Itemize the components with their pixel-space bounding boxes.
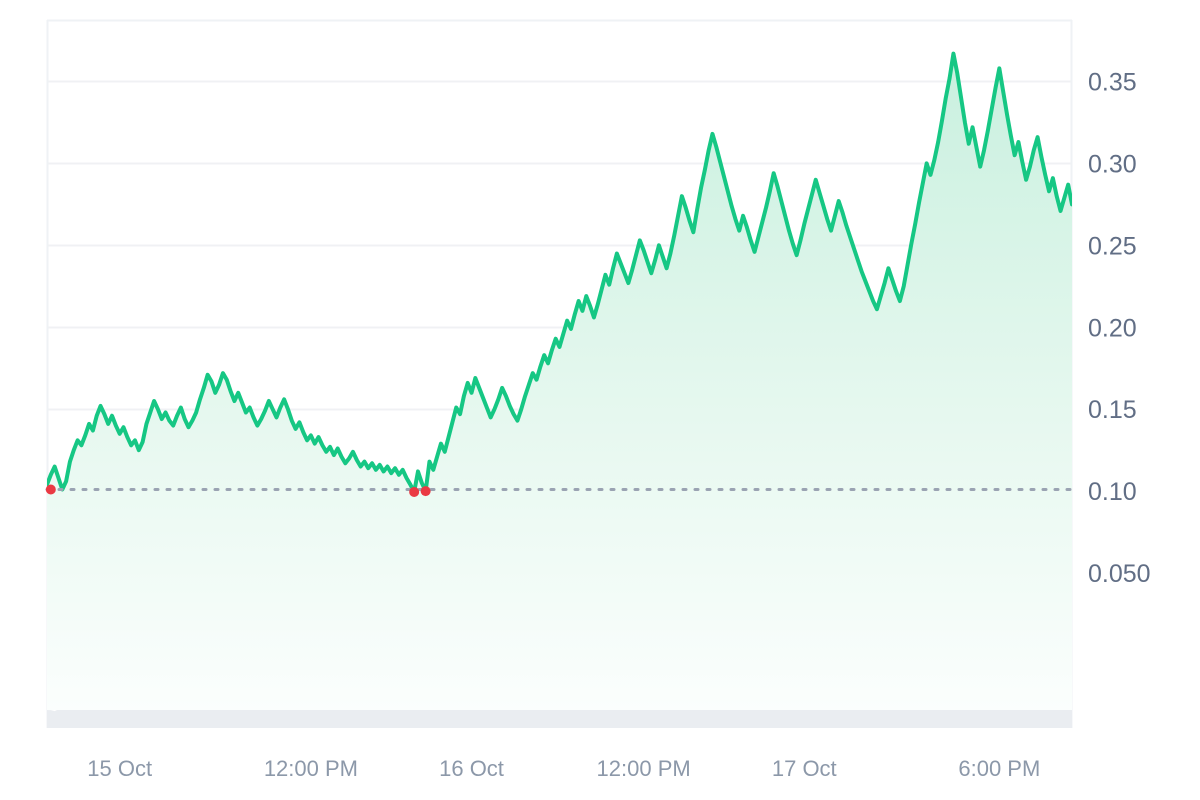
all-time-low-markers <box>45 484 431 497</box>
all-time-low-marker <box>409 486 420 497</box>
x-axis-tick-label: 6:00 PM <box>958 756 1040 781</box>
price-series-group <box>47 51 1072 710</box>
y-axis-tick-label: 0.30 <box>1088 150 1137 178</box>
x-axis-tick-labels: 15 Oct 12:00 PM 16 Oct 12:00 PM 17 Oct 6:00 P… <box>87 756 1040 781</box>
price-area-fill <box>47 53 1072 710</box>
y-axis-tick-label: 0.25 <box>1088 232 1137 260</box>
y-axis-tick-label: 0.35 <box>1088 68 1137 96</box>
y-axis-tick-label: 0.10 <box>1088 478 1137 506</box>
y-axis-tick-label: 0.050 <box>1088 560 1151 588</box>
y-axis-tick-label: 0.20 <box>1088 314 1137 342</box>
x-axis-tick-label: 12:00 PM <box>597 756 691 781</box>
x-axis-tick-label: 17 Oct <box>772 756 837 781</box>
all-time-low-marker <box>420 486 431 497</box>
all-time-low-marker <box>45 484 56 495</box>
x-axis-tick-label: 12:00 PM <box>264 756 358 781</box>
x-axis-tick-label: 16 Oct <box>439 756 504 781</box>
x-axis-tick-label: 15 Oct <box>87 756 152 781</box>
y-axis-tick-labels: 0.35 0.30 0.25 0.20 0.15 0.10 0.050 <box>1088 68 1151 588</box>
y-axis-tick-label: 0.15 <box>1088 396 1137 424</box>
price-line <box>47 51 1072 494</box>
